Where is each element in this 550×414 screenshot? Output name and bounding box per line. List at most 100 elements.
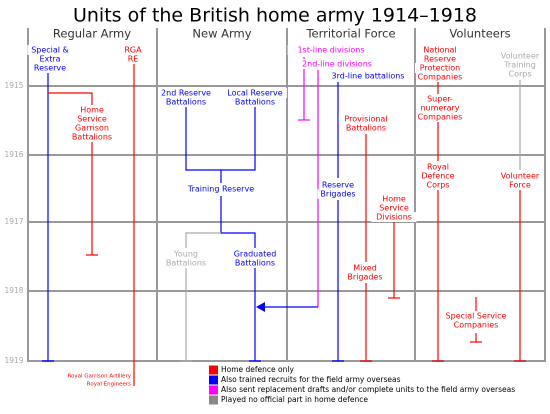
node-label: Training Reserve [187, 185, 254, 194]
legend-label: Played no official part in home defence [221, 395, 368, 404]
node-label: Graduated [234, 250, 277, 259]
node-label: Local Reserve [227, 89, 283, 98]
label-bg [417, 112, 463, 122]
node-label: Companies [418, 73, 463, 82]
label-bg [73, 114, 111, 124]
node-label: National [423, 46, 456, 55]
label-bg [223, 88, 287, 98]
column-header: Volunteers [449, 27, 510, 41]
node-label: Divisions [376, 213, 412, 222]
label-bg [497, 51, 543, 61]
node-label: Volunteer [501, 52, 540, 61]
label-bg [439, 311, 513, 321]
node-label: 1st-line divisions [297, 46, 364, 55]
label-bg [506, 180, 534, 190]
label-bg [126, 54, 140, 64]
label-bg [497, 171, 543, 181]
node-label: Super- [427, 95, 453, 104]
node-label: RGA [124, 46, 142, 55]
node-label: Reserve [424, 55, 456, 64]
footnote: Royal Engineers [87, 382, 131, 388]
label-bg [293, 59, 381, 69]
node-label: Corps [426, 181, 449, 190]
legend-swatch [209, 395, 218, 405]
label-bg [419, 171, 457, 181]
node-label: Provisional [344, 115, 387, 124]
node-label: Battalions [166, 98, 206, 107]
label-bg [424, 94, 456, 104]
label-bg [499, 60, 541, 70]
label-bg [344, 272, 386, 282]
label-bg [424, 180, 452, 190]
label-bg [415, 63, 465, 73]
node-label: Reserve [34, 64, 66, 73]
node-label: RE [128, 55, 139, 64]
label-bg [322, 71, 414, 81]
frame [27, 28, 546, 362]
label-bg [424, 162, 452, 172]
title: Units of the British home army 1914–1918 [73, 5, 477, 27]
node-label: Home [80, 106, 104, 115]
label-bg [417, 72, 463, 82]
label-bg [182, 184, 260, 194]
label-bg [230, 97, 280, 107]
label-bg [419, 103, 461, 113]
node-label: Battalions [235, 259, 275, 268]
year-label: 1915 [4, 81, 23, 90]
label-bg [317, 189, 359, 199]
node-label: Companies [454, 321, 499, 330]
node-label: Extra [39, 55, 60, 64]
node-label: Brigades [347, 273, 382, 282]
node-label: 2nd-line divisions [302, 60, 372, 69]
node-label: Service [77, 115, 107, 124]
label-bg [161, 97, 211, 107]
label-bg [230, 258, 280, 268]
node-label: 2nd Reserve [161, 89, 211, 98]
label-bg [375, 203, 413, 213]
node-label: Home [382, 195, 406, 204]
legend-swatch [209, 365, 218, 375]
node-label: Special & [31, 46, 69, 55]
column-header: New Army [192, 27, 251, 41]
label-bg [124, 45, 142, 55]
node-label: Training [503, 61, 536, 70]
node-label: Young [173, 250, 198, 259]
label-bg [158, 88, 214, 98]
label-bg [31, 63, 69, 73]
legend-label: Also trained recruits for the field army… [221, 375, 401, 384]
node-label: Battalions [72, 133, 112, 142]
node-label: Companies [418, 113, 463, 122]
year-label: 1918 [4, 286, 23, 295]
label-bg [453, 320, 499, 330]
node-label: Force [509, 181, 531, 190]
node-label: numerary [420, 104, 459, 113]
label-bg [371, 212, 417, 222]
label-bg [71, 123, 113, 133]
label-bg [506, 69, 534, 79]
node-label: 3rd-line battalions [332, 72, 405, 81]
label-bg [27, 45, 73, 55]
label-bg [319, 180, 357, 190]
label-bg [172, 249, 200, 259]
label-bg [341, 123, 391, 133]
node-label: Protection [420, 64, 460, 73]
node-label: Reserve [322, 181, 354, 190]
node-label: Defence [421, 172, 454, 181]
label-bg [421, 54, 459, 64]
node-label: Service [379, 204, 409, 213]
label-bg [232, 249, 278, 259]
label-bg [382, 194, 406, 204]
node-label: Garrison [75, 124, 109, 133]
label-bg [36, 54, 64, 64]
node-label: Battalions [235, 98, 275, 107]
label-bg [67, 132, 117, 142]
node-label: Volunteer [501, 172, 540, 181]
node-label: Special Service [446, 312, 507, 321]
year-label: 1916 [4, 150, 23, 159]
label-bg [287, 45, 375, 55]
legend-label: Also sent replacement drafts and/or comp… [221, 385, 515, 394]
node-label: Corps [508, 70, 531, 79]
label-bg [351, 263, 379, 273]
